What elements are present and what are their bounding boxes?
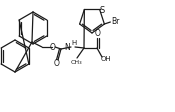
- Text: O: O: [54, 59, 60, 69]
- Text: CH₃: CH₃: [70, 59, 82, 65]
- Text: N: N: [64, 43, 70, 53]
- Text: O: O: [95, 29, 101, 39]
- Text: S: S: [99, 6, 104, 15]
- Text: OH: OH: [101, 56, 111, 62]
- Text: H: H: [71, 40, 76, 46]
- Text: Br: Br: [111, 16, 120, 26]
- Text: O: O: [50, 42, 56, 52]
